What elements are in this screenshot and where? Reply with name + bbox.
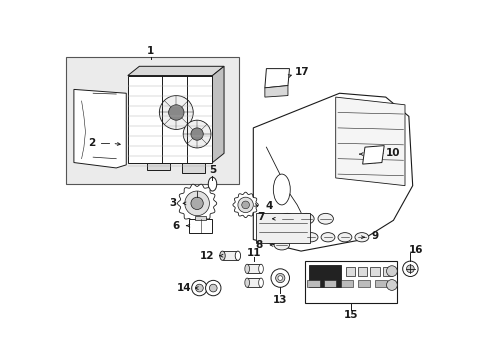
Ellipse shape — [273, 174, 290, 205]
Polygon shape — [74, 89, 126, 168]
Bar — [369, 266, 379, 276]
Ellipse shape — [304, 233, 317, 242]
Ellipse shape — [235, 251, 240, 260]
Polygon shape — [182, 163, 204, 172]
Text: 2: 2 — [88, 138, 95, 148]
Circle shape — [406, 265, 413, 273]
Text: 3: 3 — [168, 198, 176, 208]
Ellipse shape — [208, 177, 216, 191]
Circle shape — [191, 280, 207, 296]
Text: 10: 10 — [386, 148, 400, 158]
Polygon shape — [232, 192, 258, 217]
Circle shape — [386, 280, 396, 291]
Bar — [324, 280, 336, 287]
Text: 7: 7 — [257, 212, 264, 222]
Circle shape — [238, 197, 253, 213]
Ellipse shape — [220, 251, 225, 260]
Polygon shape — [253, 93, 412, 251]
Text: 12: 12 — [200, 251, 214, 261]
Circle shape — [190, 197, 203, 210]
Polygon shape — [127, 66, 224, 76]
Text: 9: 9 — [371, 231, 378, 241]
Bar — [246, 278, 261, 287]
Bar — [194, 216, 206, 220]
Text: 6: 6 — [172, 221, 180, 231]
Text: 11: 11 — [246, 248, 261, 258]
Ellipse shape — [317, 213, 333, 224]
Ellipse shape — [321, 233, 334, 242]
Text: 16: 16 — [408, 244, 423, 255]
Bar — [345, 266, 354, 276]
Text: 5: 5 — [208, 165, 216, 175]
Ellipse shape — [337, 233, 351, 242]
Bar — [357, 280, 369, 287]
Bar — [357, 266, 366, 276]
Ellipse shape — [244, 264, 249, 274]
Ellipse shape — [274, 240, 289, 250]
Bar — [222, 251, 238, 260]
Circle shape — [159, 95, 193, 130]
Circle shape — [386, 266, 396, 276]
Bar — [189, 219, 212, 233]
Text: 4: 4 — [264, 202, 272, 211]
Bar — [246, 264, 261, 274]
Bar — [256, 213, 310, 243]
Circle shape — [275, 274, 285, 283]
Circle shape — [183, 120, 210, 148]
Text: 17: 17 — [295, 67, 309, 77]
Circle shape — [270, 269, 289, 287]
Ellipse shape — [279, 213, 294, 224]
Bar — [66, 57, 239, 184]
Circle shape — [241, 201, 249, 209]
Polygon shape — [264, 86, 287, 97]
Ellipse shape — [354, 233, 368, 242]
Circle shape — [277, 276, 282, 280]
Polygon shape — [362, 145, 384, 164]
Polygon shape — [335, 97, 404, 186]
Circle shape — [184, 191, 209, 216]
Text: 14: 14 — [176, 283, 191, 293]
Polygon shape — [147, 163, 170, 170]
Polygon shape — [264, 69, 289, 88]
Text: 15: 15 — [343, 310, 358, 320]
Ellipse shape — [258, 278, 263, 287]
Ellipse shape — [298, 213, 313, 224]
Ellipse shape — [258, 264, 263, 274]
Circle shape — [402, 261, 417, 276]
Bar — [382, 266, 391, 276]
Bar — [374, 280, 386, 287]
Circle shape — [195, 284, 203, 292]
Polygon shape — [127, 76, 212, 163]
Text: 1: 1 — [147, 46, 154, 56]
Circle shape — [205, 280, 221, 296]
Text: 13: 13 — [272, 294, 287, 305]
Circle shape — [190, 128, 203, 140]
Bar — [308, 265, 341, 287]
Bar — [306, 280, 319, 287]
Circle shape — [209, 284, 217, 292]
Bar — [341, 280, 353, 287]
Polygon shape — [212, 66, 224, 163]
Text: 8: 8 — [255, 240, 262, 250]
Polygon shape — [177, 184, 216, 222]
Ellipse shape — [244, 278, 249, 287]
Circle shape — [168, 105, 183, 120]
Bar — [305, 261, 396, 303]
